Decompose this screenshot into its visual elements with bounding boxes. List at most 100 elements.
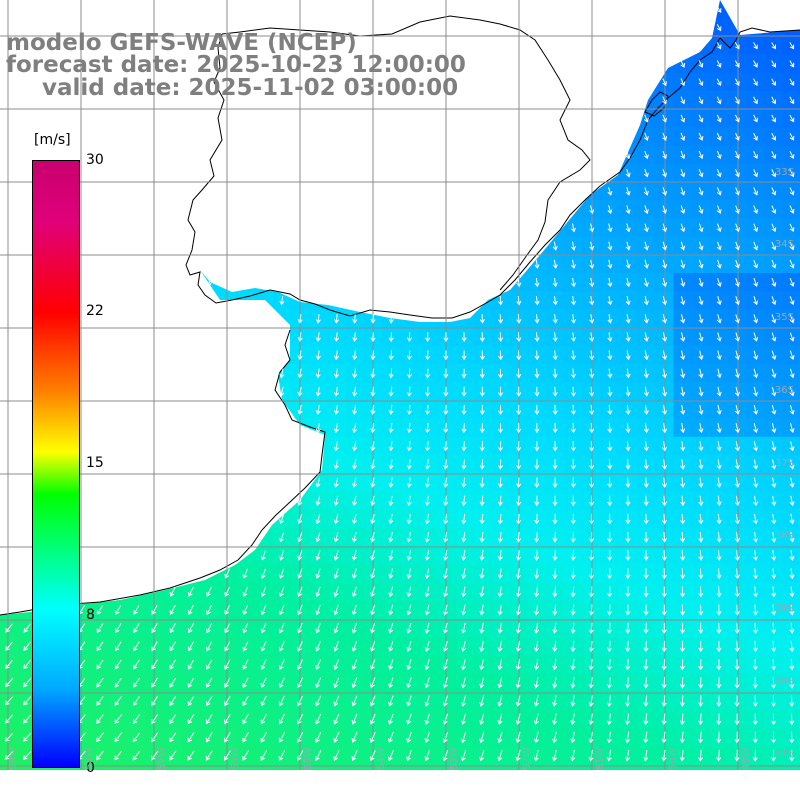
wind-arrow — [735, 132, 740, 141]
wind-arrow — [516, 332, 522, 343]
wind-arrow — [406, 513, 412, 525]
wind-arrow — [132, 714, 141, 725]
wind-arrow — [643, 332, 649, 342]
wind-arrow — [388, 750, 394, 762]
wind-arrow — [406, 622, 412, 634]
field-cell — [145, 764, 165, 770]
wind-arrow — [133, 605, 140, 615]
wind-arrow — [516, 495, 522, 507]
field-cell — [273, 764, 292, 770]
wind-arrow — [607, 241, 613, 251]
wind-arrow — [479, 713, 485, 726]
wind-arrow — [552, 749, 558, 762]
wind-arrow — [370, 586, 376, 598]
wind-arrow — [315, 423, 321, 434]
wind-arrow — [716, 259, 722, 269]
wind-arrow — [789, 677, 795, 689]
wind-arrow — [351, 713, 358, 725]
wind-arrow — [789, 350, 795, 360]
wind-arrow — [625, 640, 631, 653]
wind-arrow — [716, 241, 722, 251]
wind-arrow — [352, 314, 358, 324]
wind-arrow — [333, 404, 339, 415]
wind-arrow — [333, 550, 339, 561]
wind-arrow — [698, 659, 704, 671]
wind-arrow — [698, 695, 704, 707]
longitude-label: 52W — [522, 747, 533, 770]
wind-arrow — [643, 205, 649, 215]
wind-arrow — [789, 368, 795, 379]
wind-arrow — [753, 404, 759, 415]
latitude-label: 37S — [774, 458, 794, 469]
wind-arrow — [661, 731, 667, 744]
wind-arrow — [570, 423, 576, 434]
field-cell — [109, 764, 128, 770]
wind-arrow — [789, 622, 795, 634]
wind-arrow — [388, 713, 394, 725]
wind-arrow — [625, 423, 631, 434]
wind-arrow — [352, 404, 358, 415]
wind-arrow — [187, 732, 195, 743]
wind-arrow — [697, 713, 704, 726]
wind-arrow — [315, 386, 321, 397]
wind-arrow — [333, 731, 340, 743]
wind-arrow — [351, 659, 358, 671]
wind-arrow — [771, 350, 777, 360]
wind-arrow — [753, 241, 759, 251]
wind-arrow — [406, 368, 413, 379]
wind-arrow — [789, 332, 795, 342]
wind-arrow — [588, 459, 595, 470]
wind-arrow — [242, 622, 249, 634]
wind-arrow — [716, 604, 722, 616]
wind-arrow — [479, 550, 485, 561]
field-cell — [455, 764, 474, 770]
wind-arrow — [206, 604, 212, 616]
wind-arrow — [515, 731, 521, 744]
wind-arrow — [771, 441, 777, 452]
wind-arrow — [661, 749, 667, 762]
wind-arrow — [771, 277, 777, 287]
wind-arrow — [333, 677, 340, 689]
wind-arrow — [96, 732, 104, 743]
wind-arrow — [680, 350, 686, 361]
wind-arrow — [351, 641, 358, 652]
field-cell — [309, 764, 329, 770]
wind-arrow — [770, 731, 777, 744]
wind-arrow — [497, 404, 504, 416]
wind-arrow — [679, 695, 685, 707]
wind-arrow — [23, 696, 32, 706]
wind-arrow — [771, 241, 777, 251]
wind-arrow — [643, 187, 649, 196]
field-cell — [527, 764, 547, 770]
wind-arrow — [716, 114, 722, 123]
wind-arrow — [643, 277, 649, 288]
wind-arrow — [680, 513, 686, 525]
wind-arrow — [680, 459, 686, 470]
wind-arrow — [661, 441, 668, 452]
wind-arrow — [606, 659, 612, 671]
wind-arrow — [315, 513, 321, 525]
wind-arrow — [370, 622, 376, 634]
wind-arrow — [570, 731, 576, 744]
wind-arrow — [479, 386, 485, 397]
wind-arrow — [752, 695, 758, 707]
wind-arrow — [570, 677, 576, 689]
wind-arrow — [570, 404, 576, 416]
wind-arrow — [534, 259, 540, 269]
wind-arrow — [442, 622, 448, 634]
wind-arrow — [662, 169, 667, 178]
graticule — [0, 0, 800, 770]
wind-arrow — [589, 277, 595, 288]
wind-arrow — [753, 477, 759, 488]
wind-arrow — [497, 495, 503, 507]
wind-arrow — [333, 622, 339, 634]
wind-arrow — [23, 678, 32, 688]
wind-arrow — [224, 641, 231, 652]
wind-arrow — [534, 314, 540, 324]
wind-arrow — [716, 96, 722, 105]
wind-arrow — [698, 622, 704, 634]
wind-arrow — [370, 404, 376, 415]
wind-arrow — [716, 150, 722, 160]
wind-arrow — [734, 622, 740, 634]
wind-arrow — [735, 259, 740, 269]
